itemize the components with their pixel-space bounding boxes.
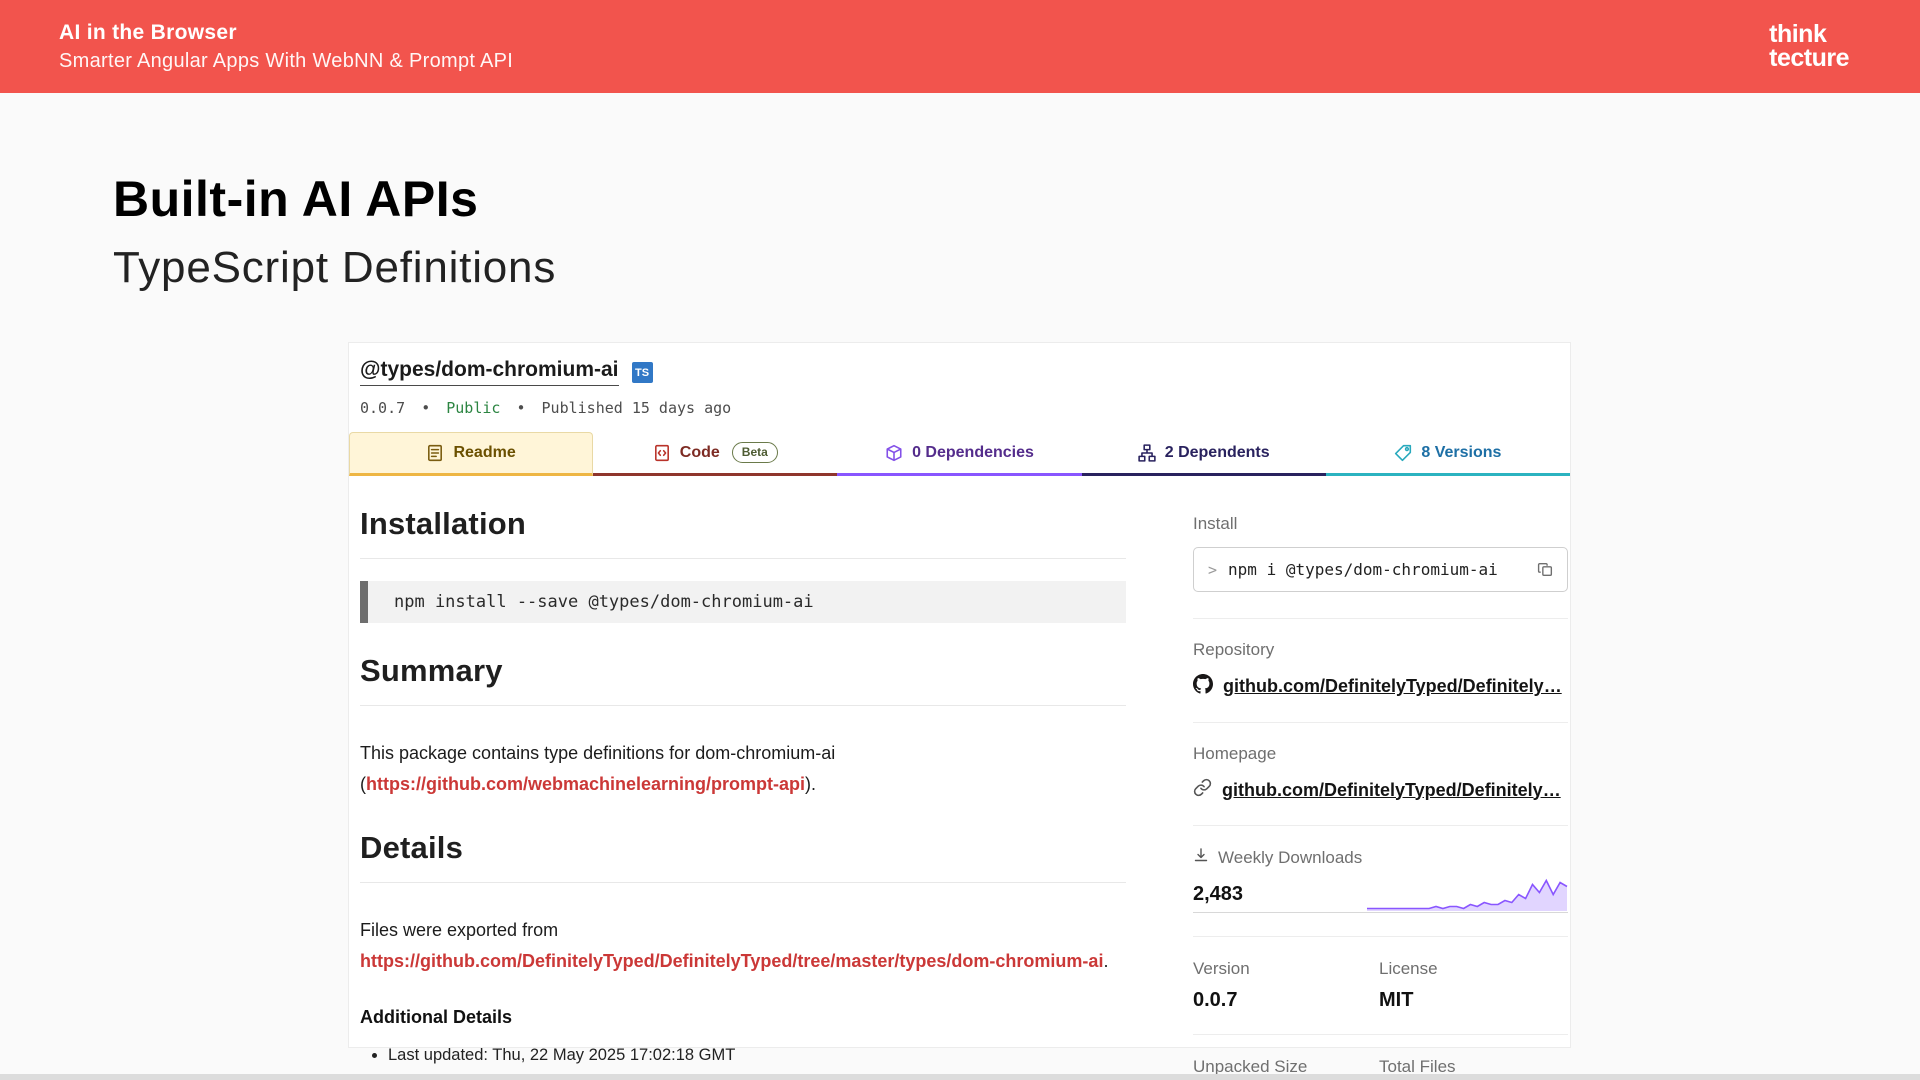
license-value: MIT (1379, 989, 1414, 1011)
homepage-label: Homepage (1193, 744, 1277, 763)
install-section: Install > npm i @types/dom-chromium-ai (1193, 514, 1568, 619)
deck-title-block: AI in the Browser Smarter Angular Apps W… (59, 21, 513, 73)
details-text: Files were exported from (360, 920, 559, 940)
package-visibility: Public (446, 399, 501, 417)
deck-title: AI in the Browser (59, 20, 237, 44)
meta-separator: • (421, 399, 431, 417)
unpacked-size-label: Unpacked Size (1193, 1057, 1308, 1076)
readme-file-icon (426, 444, 444, 462)
size-files-section: Unpacked Size 14.5 kB Total Files 5 (1193, 1057, 1568, 1080)
tab-dependents-label: 2 Dependents (1164, 443, 1270, 461)
slide-bottom-strip (0, 1074, 1920, 1080)
tab-dependencies-label: 0 Dependencies (912, 443, 1034, 461)
package-version: 0.0.7 (360, 399, 406, 417)
package-header: @types/dom-chromium-ai TS (349, 343, 1570, 386)
repository-link[interactable]: github.com/DefinitelyTyped/Definitely… (1223, 676, 1562, 696)
package-meta: 0.0.7 • Public • Published 15 days ago (360, 399, 1570, 417)
tab-code-label: Code (679, 443, 720, 461)
additional-details-heading: Additional Details (360, 1007, 513, 1027)
repository-section: Repository github.com/DefinitelyTyped/De… (1193, 640, 1568, 723)
homepage-link[interactable]: github.com/DefinitelyTyped/Definitely… (1222, 779, 1561, 800)
dependencies-cube-icon (885, 444, 903, 462)
package-sidebar: Install > npm i @types/dom-chromium-ai (1193, 476, 1568, 1080)
beta-badge: Beta (731, 442, 778, 463)
summary-link[interactable]: https://github.com/webmachinelearning/pr… (366, 774, 806, 794)
install-command-box[interactable]: > npm i @types/dom-chromium-ai (1193, 547, 1568, 592)
repository-label: Repository (1193, 640, 1275, 659)
code-file-icon (653, 444, 671, 462)
tab-dependencies[interactable]: 0 Dependencies (837, 432, 1082, 476)
slide-content: Built-in AI APIs TypeScript Definitions (0, 170, 1920, 293)
logo-line-2: tecture (1769, 43, 1849, 72)
version-value: 0.0.7 (1193, 989, 1238, 1011)
readme-content: Installation npm install --save @types/d… (360, 476, 1126, 1080)
summary-paren-open: ( (360, 774, 366, 794)
details-heading: Details (360, 830, 1126, 883)
sidebar-install-command: npm i @types/dom-chromium-ai (1228, 560, 1498, 579)
summary-paragraph: This package contains type definitions f… (360, 738, 1126, 800)
package-published: Published 15 days ago (541, 399, 732, 417)
package-tabs: Readme Code Beta 0 Dependenci (349, 432, 1570, 476)
tab-versions-label: 8 Versions (1421, 443, 1502, 461)
details-period: . (1103, 951, 1109, 971)
npm-package-page: @types/dom-chromium-ai TS 0.0.7 • Public… (348, 342, 1571, 1080)
deck-subtitle: Smarter Angular Apps With WebNN & Prompt… (59, 49, 514, 72)
summary-heading: Summary (360, 653, 1126, 706)
details-paragraph: Files were exported from https://github.… (360, 915, 1126, 977)
download-icon (1193, 847, 1209, 868)
homepage-section: Homepage github.com/DefinitelyTyped/Defi… (1193, 744, 1568, 826)
meta-separator: • (516, 399, 526, 417)
slide-subtitle: TypeScript Definitions (113, 243, 557, 292)
install-label: Install (1193, 514, 1238, 533)
summary-paren-close: ). (805, 774, 817, 794)
total-files-label: Total Files (1379, 1057, 1456, 1076)
tab-readme[interactable]: Readme (349, 432, 594, 476)
sparkline-line (1367, 878, 1568, 910)
tab-versions[interactable]: 8 Versions (1325, 432, 1570, 476)
tab-dependents[interactable]: 2 Dependents (1081, 432, 1326, 476)
weekly-downloads-label: Weekly Downloads (1218, 847, 1363, 867)
package-body: Installation npm install --save @types/d… (349, 476, 1570, 1080)
github-icon (1193, 674, 1213, 699)
license-label: License (1379, 959, 1438, 978)
installation-heading: Installation (360, 506, 1126, 559)
summary-text: This package contains type definitions f… (360, 743, 836, 763)
slide-header: AI in the Browser Smarter Angular Apps W… (0, 0, 1920, 93)
slide-title: Built-in AI APIs (113, 171, 479, 227)
weekly-downloads-section: Weekly Downloads 2,483 (1193, 847, 1568, 937)
weekly-downloads-sparkline (1366, 876, 1568, 912)
versions-tag-icon (1394, 444, 1412, 462)
install-command-block[interactable]: npm install --save @types/dom-chromium-a… (360, 581, 1126, 623)
list-item-last-updated: Last updated: Thu, 22 May 2025 17:02:18 … (388, 1044, 1126, 1066)
sparkline-fill (1367, 880, 1567, 911)
copy-icon[interactable] (1537, 561, 1554, 578)
weekly-downloads-value: 2,483 (1193, 883, 1244, 905)
package-name: @types/dom-chromium-ai (360, 358, 619, 386)
typescript-badge-icon: TS (631, 361, 653, 383)
link-icon (1193, 778, 1212, 802)
version-license-section: Version 0.0.7 License MIT (1193, 959, 1568, 1035)
dependents-network-icon (1138, 443, 1156, 462)
details-link[interactable]: https://github.com/DefinitelyTyped/Defin… (360, 951, 1104, 971)
tab-readme-label: Readme (453, 444, 516, 461)
prompt-chevron-icon: > (1208, 560, 1218, 579)
version-label: Version (1193, 959, 1250, 978)
thinktecture-logo: think tecture (1769, 19, 1849, 72)
logo-line-1: think (1769, 19, 1827, 48)
install-command-text: npm install --save @types/dom-chromium-a… (394, 592, 814, 612)
tab-code[interactable]: Code Beta (593, 432, 838, 476)
